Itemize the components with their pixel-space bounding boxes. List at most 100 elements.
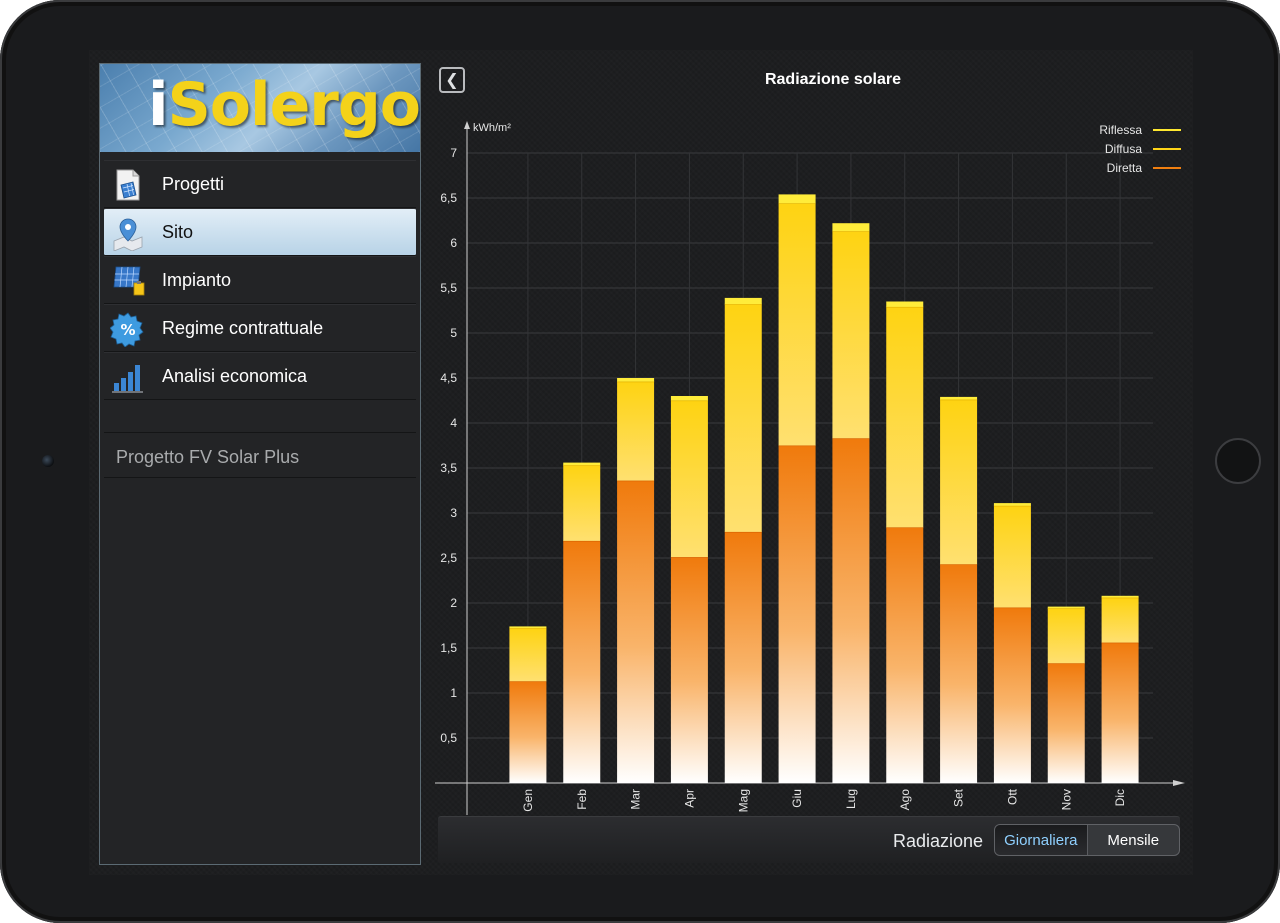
logo-text: iSolergo (148, 70, 420, 140)
home-button[interactable] (1215, 438, 1261, 484)
back-button[interactable]: ❮ (439, 67, 465, 93)
y-tick-label: 1,5 (440, 641, 457, 655)
bar-riflessa (670, 396, 708, 401)
radiation-label: Radiazione (893, 831, 984, 851)
bar-diretta (993, 607, 1031, 783)
x-tick-label: Gen (521, 789, 535, 812)
y-tick-label: 6 (450, 236, 457, 250)
bar-riflessa (724, 297, 762, 305)
bottom-toolbar: Radiazione Giornaliera Mensile (438, 816, 1180, 863)
x-tick-label: Apr (682, 789, 696, 808)
y-tick-label: 4,5 (440, 371, 457, 385)
bar-diffusa (563, 465, 601, 541)
bar-diretta (778, 445, 816, 783)
x-tick-label: Set (952, 788, 966, 807)
bar-diretta (886, 527, 924, 783)
sidebar-item-label: Impianto (162, 269, 232, 290)
bar-diffusa (993, 505, 1031, 608)
x-tick-label: Nov (1059, 789, 1073, 810)
bar-diretta (670, 557, 708, 783)
bar-riflessa (832, 223, 870, 232)
divider (104, 432, 416, 433)
bar-diretta (832, 438, 870, 783)
bar-diffusa (617, 381, 655, 481)
app-logo: iSolergo (100, 64, 420, 152)
bar-diretta (1047, 663, 1085, 783)
sidebar-item-progetti[interactable]: Progetti (104, 160, 416, 208)
y-tick-label: 3 (450, 506, 457, 520)
percent-badge-icon: % (110, 312, 144, 347)
y-tick-label: 4 (450, 416, 457, 430)
sidebar-item-label: Progetti (162, 173, 225, 194)
project-name: Progetto FV Solar Plus (116, 447, 300, 467)
y-tick-label: 5 (450, 326, 457, 340)
document-panel-icon (116, 169, 140, 201)
map-pin-icon (113, 218, 143, 251)
divider (104, 477, 416, 478)
bar-diffusa (778, 203, 816, 446)
bar-diffusa (886, 306, 924, 528)
main-panel: ❮ Radiazione solare 0,5 1 1,5 2 2,5 3 3,5 (433, 63, 1185, 865)
stacked-bar-chart: 0,5 1 1,5 2 2,5 3 3,5 4 4,5 5 5,5 6 6,5 7 Gen Feb Mar Apr… (435, 121, 1185, 815)
bar-diretta (617, 480, 655, 783)
sidebar-item-impianto[interactable]: Impianto (104, 256, 416, 304)
bar-riflessa (778, 194, 816, 204)
divider (104, 399, 416, 400)
sidebar-item-analisi-economica[interactable]: Analisi economica (104, 352, 416, 400)
bar-diretta (563, 540, 601, 783)
x-tick-label: Feb (575, 789, 589, 810)
y-tick-label: 2,5 (440, 551, 457, 565)
x-tick-label: Giu (790, 789, 804, 808)
svg-text:%: % (120, 321, 135, 339)
x-tick-label: Mar (629, 789, 643, 810)
sidebar-menu: Progetti Sito (104, 160, 416, 400)
y-axis-label: kWh/m² (473, 122, 511, 134)
sidebar-item-sito[interactable]: Sito (104, 208, 416, 256)
sidebar: iSolergo Progetti (99, 63, 421, 865)
y-tick-label: 7 (450, 146, 457, 160)
bar-riflessa (617, 378, 655, 382)
radiation-period-control: Giornaliera Mensile (994, 824, 1180, 856)
app-screen: iSolergo Progetti (89, 50, 1193, 875)
x-tick-label: Ago (898, 789, 912, 811)
legend-label: Riflessa (1099, 123, 1142, 137)
x-tick-label: Lug (844, 789, 858, 809)
bar-chart-icon (112, 365, 143, 393)
bar-riflessa (886, 301, 924, 307)
y-tick-label: 0,5 (440, 731, 457, 745)
y-tick-label: 5,5 (440, 281, 457, 295)
sidebar-item-label: Analisi economica (162, 365, 308, 386)
legend-label: Diretta (1107, 161, 1143, 175)
bar-diffusa (940, 399, 978, 565)
front-camera (42, 455, 54, 467)
y-tick-label: 6,5 (440, 191, 457, 205)
y-tick-label: 3,5 (440, 461, 457, 475)
bar-diretta (509, 681, 547, 783)
bar-riflessa (509, 626, 547, 629)
sidebar-item-label: Regime contrattuale (162, 317, 324, 338)
bar-riflessa (993, 503, 1031, 506)
bar-diretta (724, 531, 762, 783)
bar-diffusa (1101, 597, 1139, 643)
sidebar-item-label: Sito (162, 221, 194, 242)
bar-diffusa (509, 628, 547, 682)
x-tick-label: Dic (1113, 789, 1127, 806)
bar-riflessa (1101, 595, 1139, 598)
sidebar-item-regime-contrattuale[interactable]: % Regime contrattuale (104, 304, 416, 352)
bar-diretta (1101, 642, 1139, 783)
segment-giornaliera[interactable]: Giornaliera (995, 825, 1088, 855)
segment-mensile[interactable]: Mensile (1107, 831, 1160, 849)
bar-riflessa (940, 396, 978, 400)
bar-diretta (940, 564, 978, 783)
y-tick-label: 2 (450, 596, 457, 610)
bar-riflessa (563, 462, 601, 466)
bar-diffusa (1047, 608, 1085, 664)
bar-diffusa (832, 231, 870, 439)
chevron-left-icon: ❮ (445, 72, 459, 89)
bar-diffusa (670, 400, 708, 558)
page-title: Radiazione solare (764, 71, 902, 88)
x-tick-label: Ott (1005, 788, 1019, 805)
legend-label: Diffusa (1105, 142, 1142, 156)
solar-panel-icon (113, 266, 145, 296)
